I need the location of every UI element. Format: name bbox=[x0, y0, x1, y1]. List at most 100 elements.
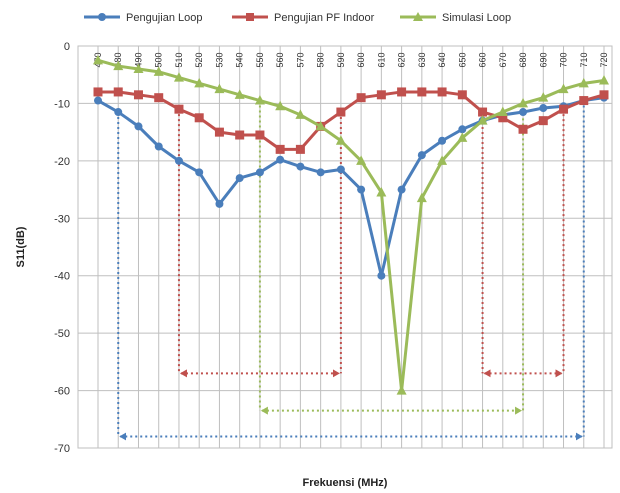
data-point bbox=[376, 186, 387, 197]
data-point bbox=[356, 93, 366, 103]
x-axis-title: Frekuensi (MHz) bbox=[303, 477, 388, 489]
legend-label-pengujian-pf-indoor: Pengujian PF Indoor bbox=[274, 12, 375, 24]
data-point bbox=[276, 155, 285, 164]
x-tick-label: 500 bbox=[154, 52, 164, 67]
x-tick-label: 680 bbox=[518, 52, 528, 67]
y-axis-title: S11(dB) bbox=[15, 226, 27, 267]
x-axis-ticks: 4704804905005105205305405505605705805906… bbox=[93, 52, 609, 67]
data-point bbox=[93, 87, 103, 97]
data-point bbox=[275, 100, 286, 111]
data-point bbox=[275, 144, 285, 154]
data-point bbox=[295, 144, 305, 154]
data-point bbox=[397, 87, 407, 97]
y-tick-label: -50 bbox=[54, 328, 70, 340]
legend-marker-simulasi-loop bbox=[413, 12, 423, 21]
data-point bbox=[437, 155, 448, 165]
data-point bbox=[235, 174, 244, 183]
data-point bbox=[539, 104, 548, 113]
data-point bbox=[154, 142, 163, 151]
data-point bbox=[458, 125, 467, 134]
data-point bbox=[133, 90, 143, 100]
x-tick-label: 530 bbox=[214, 52, 224, 67]
x-tick-label: 550 bbox=[255, 52, 265, 67]
x-tick-label: 510 bbox=[174, 52, 184, 67]
data-point bbox=[133, 63, 144, 73]
data-point bbox=[296, 162, 305, 171]
x-tick-label: 590 bbox=[336, 52, 346, 67]
data-point bbox=[457, 90, 467, 100]
data-point bbox=[335, 135, 346, 145]
data-point bbox=[599, 90, 609, 100]
legend-item-simulasi-loop: Simulasi Loop bbox=[400, 12, 511, 24]
data-point bbox=[154, 93, 164, 103]
data-point bbox=[438, 136, 447, 145]
data-point bbox=[457, 132, 468, 142]
x-tick-label: 480 bbox=[113, 52, 123, 67]
x-tick-label: 660 bbox=[478, 52, 488, 67]
data-point bbox=[113, 60, 124, 71]
legend-label-simulasi-loop: Simulasi Loop bbox=[442, 12, 511, 24]
data-point bbox=[478, 107, 488, 117]
plot-area bbox=[77, 45, 613, 449]
data-point bbox=[477, 115, 488, 125]
x-tick-label: 710 bbox=[579, 52, 589, 67]
data-point bbox=[336, 165, 345, 174]
data-point bbox=[113, 87, 123, 97]
data-point bbox=[214, 83, 225, 94]
data-point bbox=[174, 156, 183, 165]
x-tick-label: 560 bbox=[275, 52, 285, 67]
data-point bbox=[599, 74, 609, 85]
x-tick-label: 720 bbox=[599, 52, 609, 67]
x-tick-label: 490 bbox=[133, 52, 143, 67]
data-point bbox=[518, 124, 528, 134]
x-tick-label: 700 bbox=[559, 52, 569, 67]
legend-item-pengujian-loop: Pengujian Loop bbox=[84, 12, 202, 24]
series-pengujian-pf-indoor bbox=[93, 87, 609, 154]
y-tick-label: -30 bbox=[54, 213, 70, 225]
data-point bbox=[114, 108, 123, 117]
data-point bbox=[173, 72, 184, 82]
data-point bbox=[538, 116, 548, 126]
y-tick-label: 0 bbox=[64, 41, 70, 53]
data-point bbox=[559, 104, 569, 114]
data-point bbox=[558, 83, 569, 94]
data-point bbox=[194, 113, 204, 123]
data-point bbox=[93, 54, 103, 65]
x-tick-label: 600 bbox=[356, 52, 366, 67]
data-point bbox=[336, 107, 346, 117]
data-point bbox=[578, 77, 589, 88]
data-point bbox=[153, 66, 164, 76]
data-point bbox=[254, 95, 265, 105]
data-point bbox=[397, 185, 406, 194]
data-point bbox=[437, 87, 447, 97]
y-tick-label: -70 bbox=[54, 443, 70, 455]
data-point bbox=[518, 97, 529, 108]
data-point bbox=[215, 199, 224, 208]
x-tick-label: 640 bbox=[437, 52, 447, 67]
data-point bbox=[194, 77, 205, 88]
data-point bbox=[234, 89, 245, 99]
legend-marker-pengujian-pf-indoor bbox=[246, 13, 254, 21]
data-point bbox=[377, 271, 386, 280]
data-point bbox=[416, 192, 427, 203]
data-point bbox=[579, 96, 589, 106]
data-point bbox=[497, 106, 508, 117]
data-point bbox=[295, 109, 306, 119]
legend-label-pengujian-loop: Pengujian Loop bbox=[126, 12, 202, 24]
data-point bbox=[357, 185, 366, 194]
x-tick-label: 630 bbox=[417, 52, 427, 67]
data-point bbox=[315, 120, 326, 131]
data-point bbox=[356, 155, 367, 165]
y-tick-label: -40 bbox=[54, 271, 70, 283]
x-tick-label: 520 bbox=[194, 52, 204, 67]
y-tick-label: -20 bbox=[54, 156, 70, 168]
data-point bbox=[214, 127, 224, 137]
data-point bbox=[396, 385, 407, 395]
data-point bbox=[538, 92, 549, 102]
data-point bbox=[417, 151, 426, 160]
data-point bbox=[255, 130, 265, 140]
legend-item-pengujian-pf-indoor: Pengujian PF Indoor bbox=[232, 12, 375, 24]
data-point bbox=[235, 130, 245, 140]
data-point bbox=[519, 108, 528, 117]
